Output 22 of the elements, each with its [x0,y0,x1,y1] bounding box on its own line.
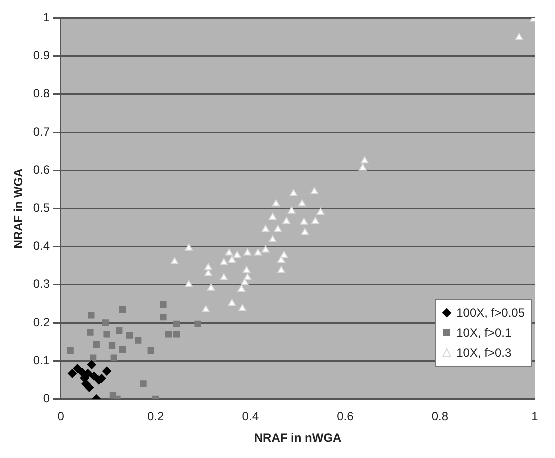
x-axis-title: NRAF in nWGA [254,431,342,446]
y-tick-label: 0.4 [33,239,50,254]
y-tick-label: 0.8 [33,86,50,101]
x-tick-label: 0.6 [337,410,354,424]
y-tick-label: 1 [43,10,50,25]
y-tick-label: 0.1 [33,353,50,368]
x-tick-label: 0.4 [242,410,260,424]
y-tick-label: 0.5 [33,201,50,216]
legend-label: 100X, f>0.05 [456,305,525,322]
x-tick-label: 1 [532,410,539,424]
y-axis-title: NRAF in WGA [12,168,26,249]
legend-label: 10X, f>0.1 [456,325,512,342]
x-tick-label: 0.8 [432,410,449,424]
x-tick-label: 0.2 [148,410,165,424]
y-tick-label: 0.9 [33,48,50,63]
y-tick-label: 0.7 [33,124,50,139]
y-tick-label: 0 [43,392,50,406]
y-tick-label: 0.3 [33,277,50,292]
legend-label: 10X, f>0.3 [456,345,512,362]
y-tick-label: 0.2 [33,315,50,330]
x-tick-label: 0 [58,410,65,424]
y-tick-label: 0.6 [33,162,50,177]
